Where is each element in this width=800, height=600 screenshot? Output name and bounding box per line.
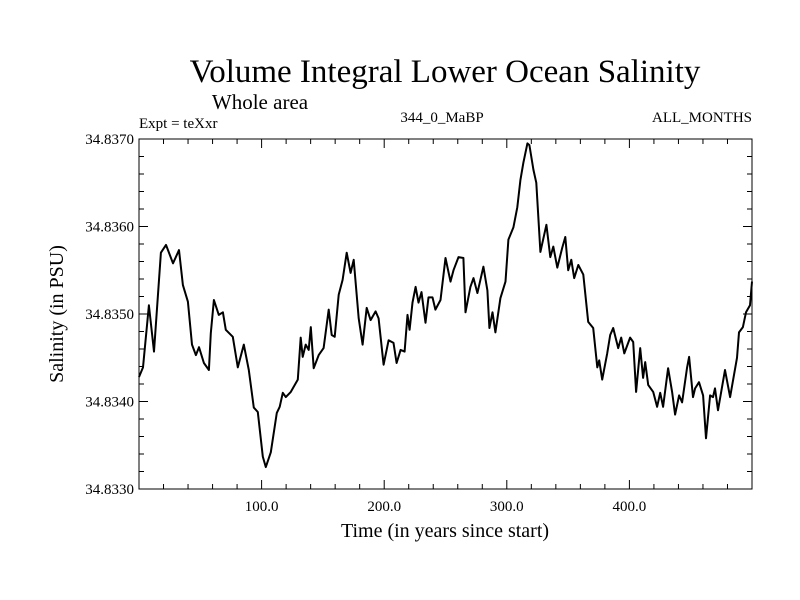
x-axis-label: Time (in years since start) (341, 520, 549, 542)
y-tick-label: 34.8370 (85, 132, 134, 148)
axis-ticks (139, 139, 752, 489)
y-tick-label: 34.8340 (85, 395, 134, 411)
salinity-line (138, 142, 753, 469)
x-tick-labels: 100.0 200.0 300.0 400.0 (245, 499, 647, 515)
months-label: ALL_MONTHS (652, 110, 752, 126)
chart-title: Volume Integral Lower Ocean Salinity (190, 54, 701, 90)
x-tick-label: 300.0 (490, 499, 524, 515)
y-tick-labels: 34.8330 34.8340 34.8350 34.8360 34.8370 (85, 132, 134, 498)
x-tick-label: 400.0 (613, 499, 647, 515)
period-label: 344_0_MaBP (400, 110, 483, 126)
chart-subtitle: Whole area (212, 90, 309, 114)
y-tick-label: 34.8350 (85, 307, 134, 323)
plot-frame (138, 138, 753, 490)
x-tick-label: 100.0 (245, 499, 279, 515)
y-tick-label: 34.8330 (85, 482, 134, 498)
y-axis-label: Salinity (in PSU) (46, 245, 68, 383)
y-tick-label: 34.8360 (85, 220, 134, 236)
x-tick-label: 200.0 (367, 499, 401, 515)
experiment-label: Expt = teXxr (139, 116, 217, 132)
